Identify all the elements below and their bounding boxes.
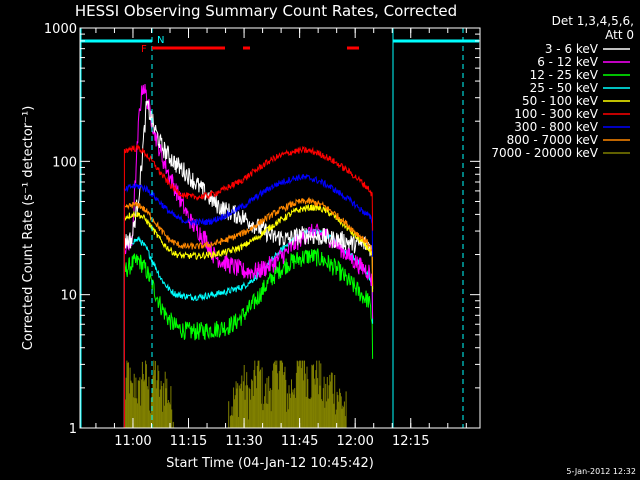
series-line [123,100,374,428]
plot-frame [79,27,481,429]
series-50-100kev [123,203,374,428]
legend-entry-label: 25 - 50 keV [530,81,599,95]
legend-entry-label: 50 - 100 keV [522,94,599,108]
series-7000-20000kev [123,360,347,428]
x-tick-label: 11:45 [281,434,318,449]
flag-layer: FN [80,28,479,428]
flare-flag-label: F [141,44,147,55]
x-tick-label: 12:15 [392,434,429,449]
legend-entry-label: 3 - 6 keV [545,42,599,56]
y-tick-label: 1000 [44,22,77,37]
x-tick-label: 11:15 [170,434,207,449]
series-line [123,173,374,428]
x-axis-label: Start Time (04-Jan-12 10:45:42) [166,456,374,471]
series-100-300kev [123,144,374,428]
series-line [123,83,374,428]
series-line [123,144,374,428]
y-axis: 1 10 100 1000 [44,22,480,437]
y-tick-label: 100 [52,155,77,170]
x-tick-label: 12:00 [336,434,373,449]
series-line [123,196,374,428]
series-12-25kev [123,248,374,428]
series-3-6kev [123,100,374,428]
legend-entry-label: 100 - 300 keV [514,107,598,121]
y-tick-label: 10 [60,289,77,304]
series-6-12kev [123,83,374,428]
legend-entry-label: 800 - 7000 keV [507,133,599,147]
data-layer [123,83,374,428]
night-flag-label: N [157,35,164,46]
legend-entry-label: 12 - 25 keV [530,68,599,82]
x-axis: 11:00 11:15 11:30 11:45 12:00 12:15 [95,28,467,449]
y-tick-label: 1 [69,422,77,437]
footer-timestamp: 5-Jan-2012 12:32 [566,467,636,476]
x-tick-label: 11:00 [114,434,151,449]
series-line [123,248,374,428]
legend-entry-label: 6 - 12 keV [537,55,599,69]
legend-entry-label: 7000 - 20000 keV [491,146,598,160]
y-axis-label: Corrected Count Rate (s⁻¹ detector⁻¹) [21,106,36,351]
series-800-7000kev [123,196,374,428]
chart-title: HESSI Observing Summary Count Rates, Cor… [75,2,457,20]
legend-header-line-2: Att 0 [605,28,634,42]
x-tick-label: 11:30 [225,434,262,449]
legend-header-line-1: Det 1,3,4,5,6, [552,14,634,28]
legend-entry-label: 300 - 800 keV [514,120,598,134]
series-line [123,203,374,428]
series-300-800kev [123,173,374,428]
